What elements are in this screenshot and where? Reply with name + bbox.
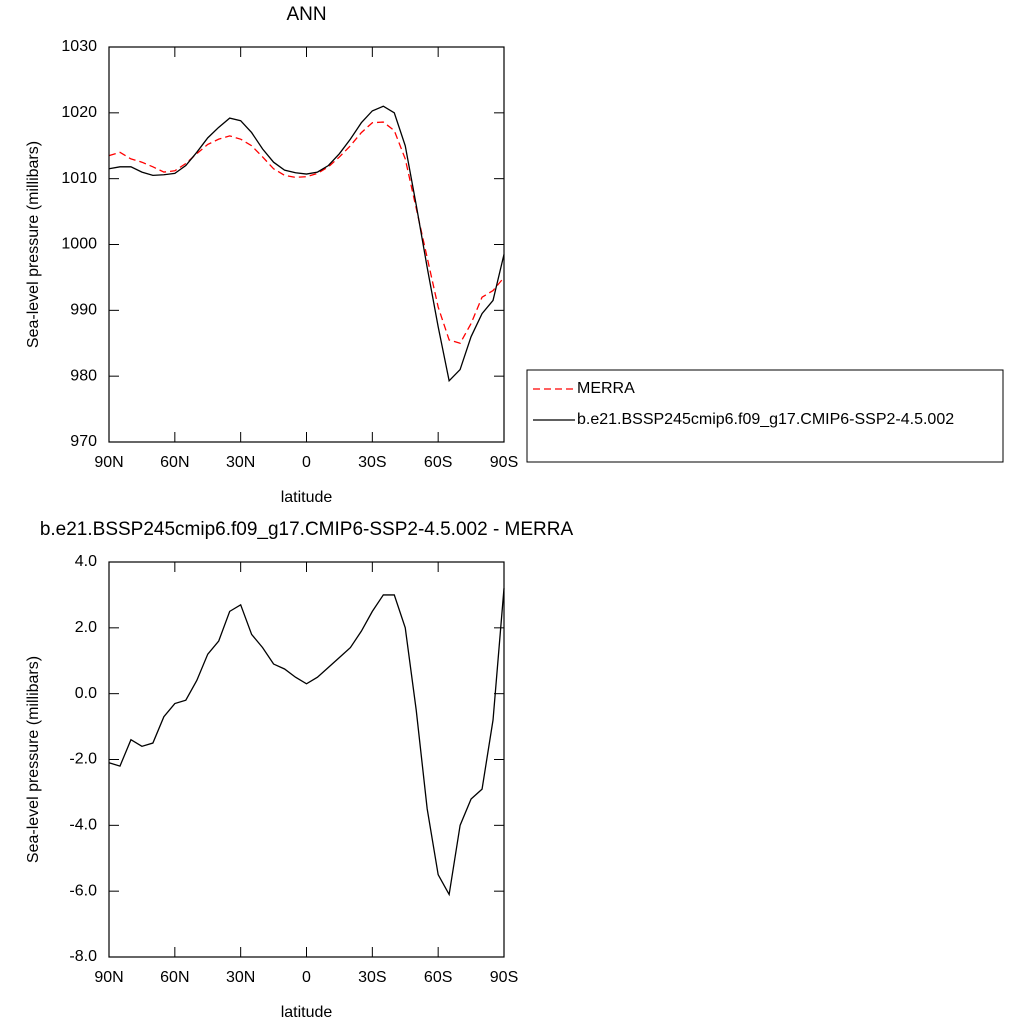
y-axis-label: Sea-level pressure (millibars) — [25, 141, 42, 348]
legend-label: MERRA — [577, 380, 635, 397]
x-tick-label: 0 — [302, 454, 311, 471]
x-axis-label: latitude — [281, 489, 333, 506]
x-tick-label: 30N — [226, 969, 255, 986]
legend-label: b.e21.BSSP245cmip6.f09_g17.CMIP6-SSP2-4.… — [577, 411, 954, 428]
y-tick-label: 4.0 — [75, 553, 97, 570]
x-tick-label: 90S — [490, 969, 518, 986]
y-tick-label: 990 — [70, 302, 97, 319]
x-tick-label: 90S — [490, 454, 518, 471]
legend-box — [526, 369, 1004, 463]
x-tick-label: 0 — [302, 969, 311, 986]
y-tick-label: 2.0 — [75, 619, 97, 636]
y-tick-label: -2.0 — [69, 751, 97, 768]
x-tick-label: 60N — [160, 969, 189, 986]
y-tick-label: 970 — [70, 433, 97, 450]
x-tick-label: 60S — [424, 454, 452, 471]
x-tick-label: 60N — [160, 454, 189, 471]
y-tick-label: 1000 — [61, 236, 97, 253]
x-tick-label: 30N — [226, 454, 255, 471]
y-tick-label: 0.0 — [75, 685, 97, 702]
y-tick-label: -4.0 — [69, 817, 97, 834]
y-tick-label: 1030 — [61, 38, 97, 55]
y-tick-label: 1020 — [61, 104, 97, 121]
x-tick-label: 90N — [94, 454, 123, 471]
y-tick-label: -6.0 — [69, 882, 97, 899]
x-tick-label: 30S — [358, 454, 386, 471]
data-line — [108, 105, 505, 383]
plot-frame — [108, 561, 505, 958]
y-tick-label: 980 — [70, 367, 97, 384]
x-axis-label: latitude — [281, 1004, 333, 1021]
x-tick-label: 60S — [424, 969, 452, 986]
y-axis-label: Sea-level pressure (millibars) — [25, 656, 42, 863]
y-tick-label: 1010 — [61, 170, 97, 187]
plot-frame — [108, 46, 505, 443]
y-tick-label: -8.0 — [69, 948, 97, 965]
data-line — [108, 588, 505, 897]
chart-title: b.e21.BSSP245cmip6.f09_g17.CMIP6-SSP2-4.… — [40, 519, 574, 540]
x-tick-label: 90N — [94, 969, 123, 986]
x-tick-label: 30S — [358, 969, 386, 986]
data-line — [108, 121, 505, 345]
chart-title: ANN — [286, 4, 326, 25]
